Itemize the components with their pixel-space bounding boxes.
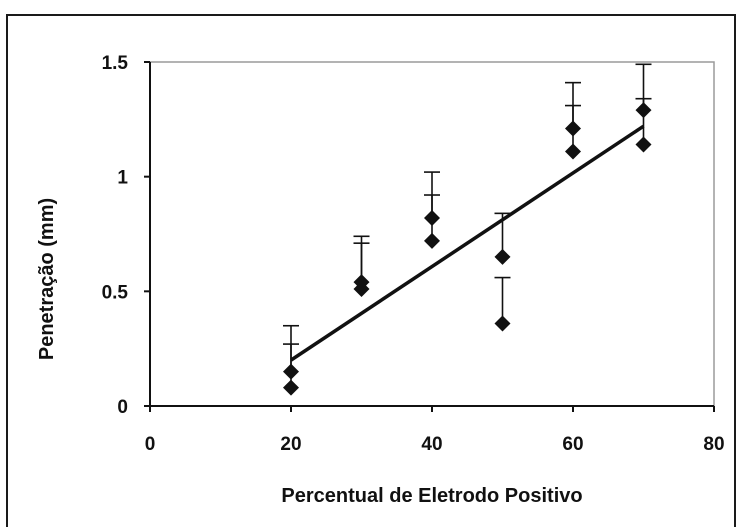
data-point-diamond: [424, 209, 440, 226]
data-point-diamond: [494, 248, 511, 265]
tick-labels: 0 20 40 60 80 0 0.5 1 1.5: [102, 53, 725, 455]
data-point-diamond: [424, 232, 440, 249]
x-tick-label: 0: [145, 434, 156, 455]
data-point-diamond: [635, 136, 652, 153]
trendline: [290, 124, 645, 362]
x-tick-label: 80: [703, 434, 724, 455]
data-point-diamond: [635, 102, 652, 119]
x-tick-label: 40: [421, 434, 442, 455]
chart-frame: 0 20 40 60 80 0 0.5 1 1.5 Percentual de Eletrodo…: [6, 14, 736, 527]
x-axis-title: Percentual de Eletrodo Positivo: [281, 485, 582, 507]
data-point-diamond: [565, 143, 581, 160]
data-point-diamond: [283, 363, 299, 380]
scatter-chart: 0 20 40 60 80 0 0.5 1 1.5 Percentual de Eletrodo…: [36, 53, 725, 507]
data-point-diamond: [565, 120, 581, 137]
y-tick-label: 1: [117, 168, 128, 189]
x-tick-label: 60: [562, 434, 583, 455]
y-tick-label: 0: [117, 397, 128, 418]
data-points: [283, 102, 652, 396]
axes: [144, 61, 715, 412]
y-tick-label: 1.5: [102, 53, 129, 74]
data-point-diamond: [283, 379, 299, 396]
y-tick-label: 0.5: [102, 282, 129, 303]
y-axis-title: Penetração (mm): [36, 198, 58, 360]
trendline-layer: [290, 124, 645, 362]
x-tick-label: 20: [280, 434, 301, 455]
data-point-diamond: [353, 281, 370, 298]
data-point-diamond: [494, 315, 511, 332]
